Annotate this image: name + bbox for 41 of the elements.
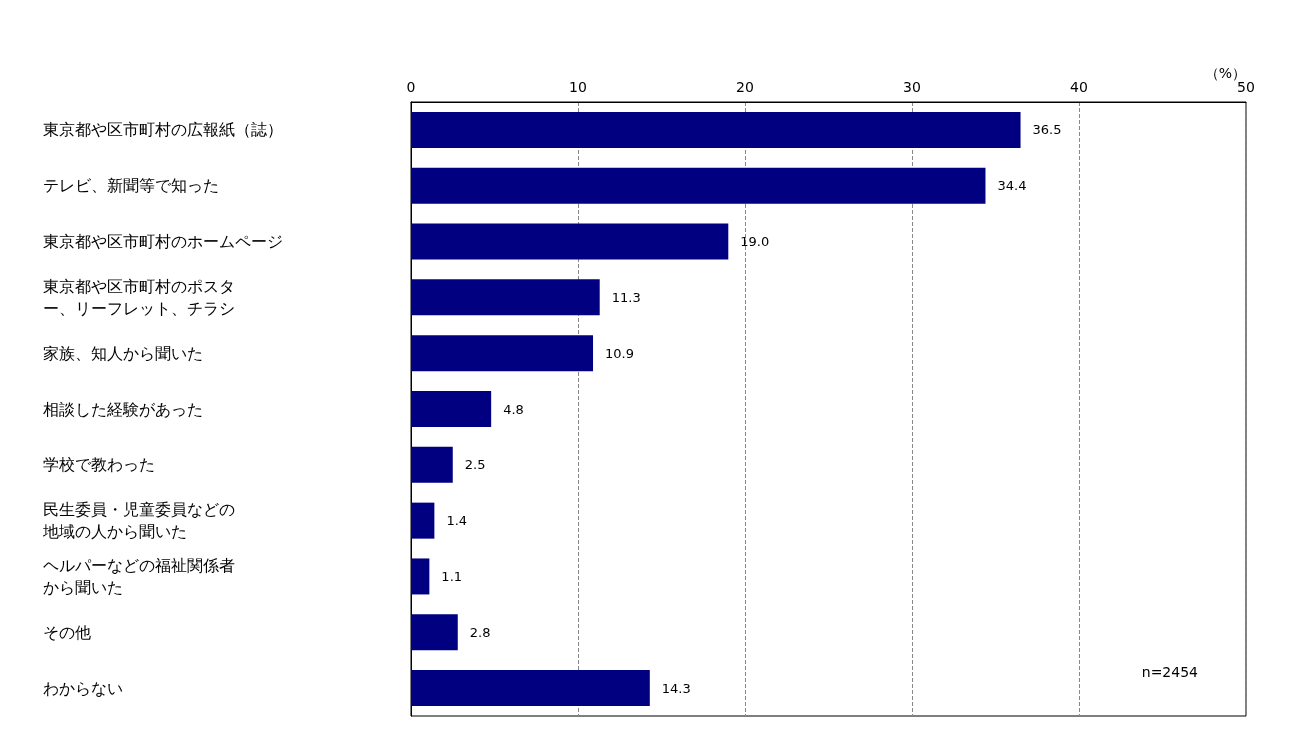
y-tick-label: わからない [43,678,123,698]
bar [411,446,453,483]
data-label: 14.3 [661,680,691,696]
data-label: 19.0 [740,234,770,250]
y-tick-label: 相談した経験があった [43,399,203,419]
bar [411,335,594,372]
bar [411,502,435,539]
y-tick-label: テレビ、新聞等で知った [43,176,219,196]
y-tick-label: 民生委員・児童委員などの地域の人から聞いた [42,500,235,542]
x-tick-label: 0 [406,79,416,95]
annotation: n=2454 [1141,664,1199,680]
data-label: 1.1 [441,568,463,584]
y-tick-label: ヘルパーなどの福祉関係者から聞いた [43,555,235,597]
y-tick-label: 東京都や区市町村のポスター、リーフレット、チラシ [43,276,235,318]
data-label: 4.8 [503,401,524,417]
x-tick-label: 50 [1237,79,1255,95]
x-tick-label: 40 [1070,79,1088,95]
y-tick-label: 東京都や区市町村のホームページ [43,232,283,252]
data-label: 11.3 [611,289,641,305]
bar [411,391,492,427]
bar [411,558,430,595]
bar [411,614,458,651]
bar [411,167,986,204]
data-label: 2.8 [469,624,491,640]
bar [411,279,600,316]
data-label: 36.5 [1032,122,1062,138]
data-label: 10.9 [605,345,634,361]
data-label: 34.4 [997,178,1027,194]
bar [411,670,650,707]
x-axis-title: （%） [1204,65,1246,81]
y-tick-label: 家族、知人から聞いた [43,343,203,363]
x-tick-label: 20 [736,79,754,95]
y-tick-label: 東京都や区市町村の広報紙（誌） [43,120,283,140]
data-label: 1.4 [446,513,468,529]
x-tick-label: 30 [903,79,921,95]
bar [411,223,729,260]
x-tick-label: 10 [569,79,587,95]
y-tick-label: その他 [43,622,91,642]
bar [411,111,1021,148]
data-label: 2.5 [464,457,486,473]
y-tick-label: 学校で教わった [43,455,155,475]
